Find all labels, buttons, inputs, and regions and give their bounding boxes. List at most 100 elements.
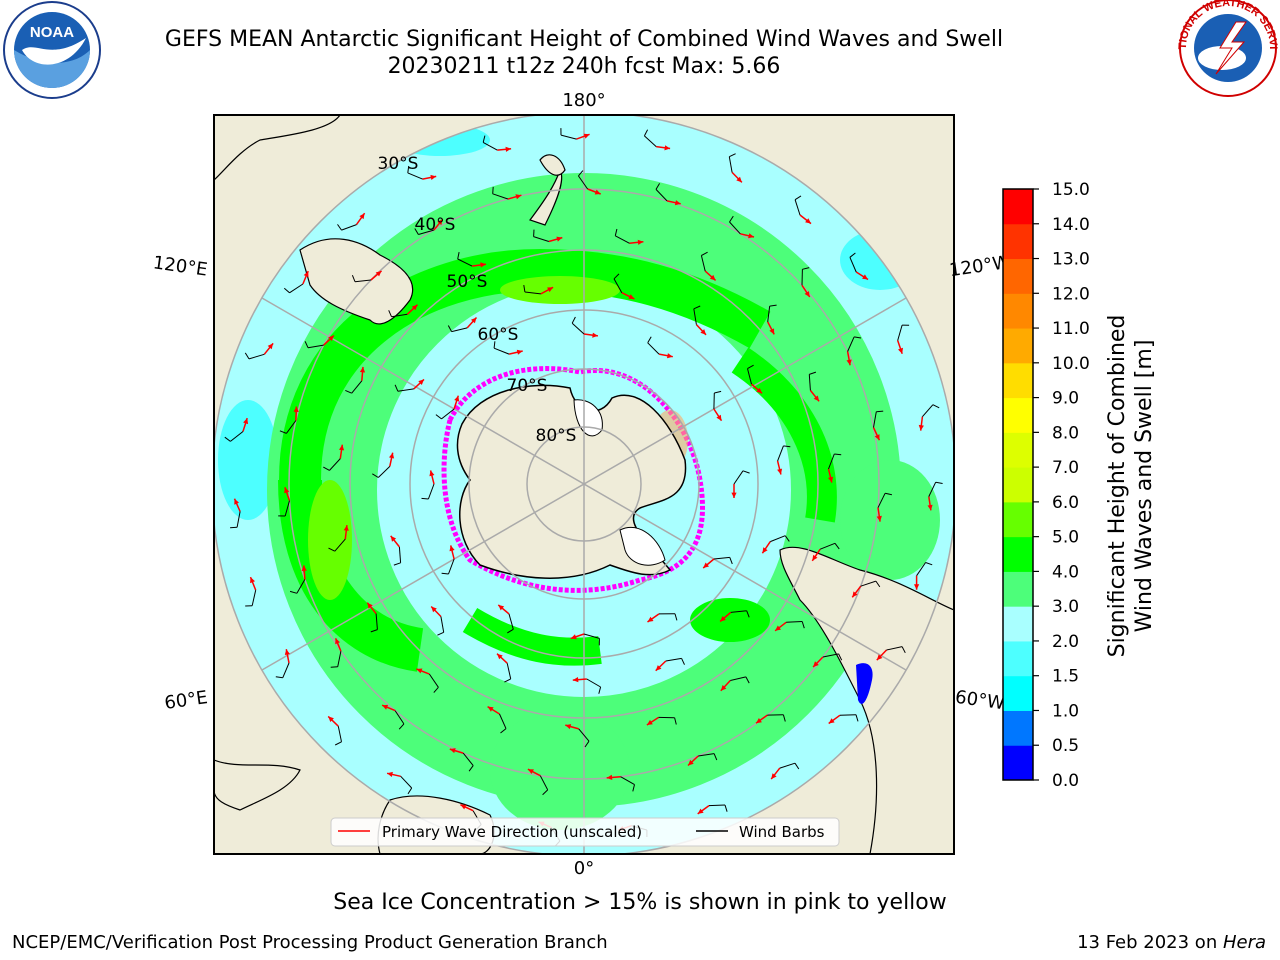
wave-arrow-head — [828, 476, 834, 483]
wave-band-5-6m — [500, 276, 620, 304]
wind-barb-feather — [372, 473, 379, 478]
wave-arrow-head — [375, 270, 382, 277]
wind-barb-feather — [578, 170, 584, 177]
wave-arrow-head — [775, 625, 781, 631]
wave-arrow-head — [756, 387, 762, 394]
wave-arrow-head — [709, 274, 716, 281]
wind-barb-staff — [916, 562, 927, 576]
wind-barb-feather — [884, 492, 893, 496]
wave-arrow-head — [382, 704, 389, 710]
wave-arrow-head — [437, 219, 443, 226]
wind-barb-staff — [296, 579, 306, 594]
wind-barb-staff — [578, 728, 590, 742]
wind-barb-staff — [730, 676, 747, 681]
wind-barb-feather — [783, 445, 791, 448]
logos-layer: NOAA NATIONAL WEATHER SERVICE — [0, 0, 1279, 99]
wave-arrow-head — [628, 294, 635, 299]
wind-barb-feather — [492, 186, 494, 194]
wind-barb-staff — [285, 420, 297, 434]
wind-barb-feather — [925, 562, 933, 566]
footer-left: NCEP/EMC/Verification Post Processing Pr… — [12, 932, 608, 953]
wave-arrow-head — [583, 133, 590, 139]
wave-arrow-head — [250, 577, 255, 584]
wind-barb-feather — [855, 714, 859, 722]
footer-right: 13 Feb 2023 on Hera — [1077, 932, 1266, 953]
wave-arrow-head — [343, 525, 349, 531]
wind-barb-feather — [729, 215, 734, 223]
wave-arrow-head — [862, 274, 868, 280]
wave-arrow-head — [804, 291, 810, 297]
wind-barb-feather — [504, 678, 511, 683]
wind-barb-staff — [499, 713, 507, 729]
wave-arrow-head — [647, 616, 654, 622]
wave-arrow-head — [335, 638, 340, 645]
wind-barb-staff — [828, 453, 835, 470]
wave-arrow-head — [328, 335, 334, 342]
wind-barb-feather — [388, 310, 392, 317]
wind-barb-staff — [334, 538, 346, 552]
wind-barb-staff — [441, 408, 455, 420]
wind-barb-staff — [620, 776, 635, 786]
wave-band-4-5m — [279, 248, 771, 481]
wind-barb-feather — [834, 453, 842, 456]
wave-arrow-head — [367, 602, 373, 609]
wave-arrow-head — [664, 145, 671, 151]
wave-arrow-head — [303, 271, 309, 278]
lat-label-40s: 40°S — [415, 215, 456, 235]
wind-barb-staff — [786, 621, 803, 623]
wind-barb-staff — [644, 135, 657, 147]
wind-barb-staff — [839, 714, 857, 716]
lon-label-60e: 60°E — [163, 687, 209, 714]
chart-subtitle: 20230211 t12z 240h fcst Max: 5.66 — [387, 54, 781, 79]
wind-barb-feather — [407, 787, 413, 795]
wave-arrow-head — [736, 176, 742, 183]
wind-barb-feather — [482, 135, 486, 143]
wave-arrow-head — [471, 317, 477, 324]
wave-arrow-head — [449, 748, 456, 754]
map-frame — [213, 114, 955, 855]
wind-barb-staff — [284, 500, 290, 517]
wave-arrow-head — [293, 406, 299, 412]
wind-barb-feather — [838, 653, 843, 661]
wind-barb-feather — [875, 580, 881, 588]
wind-barb-feather — [935, 481, 943, 484]
wind-barb-feather — [351, 275, 356, 282]
wind-barb-feather — [834, 542, 840, 550]
wind-barb-feather — [614, 228, 618, 236]
wave-arrow-head — [918, 424, 924, 431]
wave-arrow-head — [828, 718, 835, 724]
wave-arrow-head — [267, 343, 274, 350]
wind-barb-feather — [932, 404, 940, 409]
wind-barb-staff — [729, 221, 741, 235]
map-legend: Primary Wave Direction (unscaled) Wind B… — [330, 817, 840, 847]
wind-barb-feather — [809, 371, 817, 375]
wave-arrow-head — [592, 332, 598, 338]
wind-barb-staff — [307, 344, 324, 349]
wind-barb-staff — [482, 141, 498, 151]
wind-barb-staff — [586, 678, 601, 688]
wave-arrow-head — [572, 677, 579, 683]
wind-barb-staff — [508, 613, 514, 630]
wind-barbs — [224, 128, 943, 847]
wave-arrow-head — [813, 661, 819, 667]
wind-barb-feather — [500, 728, 507, 734]
wave-arrow-head — [359, 213, 365, 220]
wave-band-4-5m — [731, 347, 837, 523]
wind-barb-feather — [713, 753, 718, 761]
wave-band-4-5m — [462, 607, 602, 666]
chart-title: GEFS MEAN Antarctic Significant Height o… — [164, 27, 1004, 52]
lat-label-80s: 80°S — [536, 426, 577, 446]
wind-barb-staff — [820, 542, 836, 550]
wind-barb-feather — [457, 252, 460, 260]
wind-barb-staff — [448, 558, 455, 575]
wind-barb-feather — [337, 224, 342, 231]
wind-barb-feather — [493, 341, 496, 349]
wind-barb-feather — [729, 557, 733, 565]
wind-barb-staff — [418, 229, 434, 235]
wind-barb-staff — [615, 235, 630, 244]
wind-barb-staff — [341, 224, 357, 231]
wind-barb-feather — [643, 129, 649, 137]
lon-label-120e: 120°E — [152, 252, 209, 280]
wind-barb-staff — [337, 651, 342, 667]
wind-barb-staff — [730, 610, 747, 613]
